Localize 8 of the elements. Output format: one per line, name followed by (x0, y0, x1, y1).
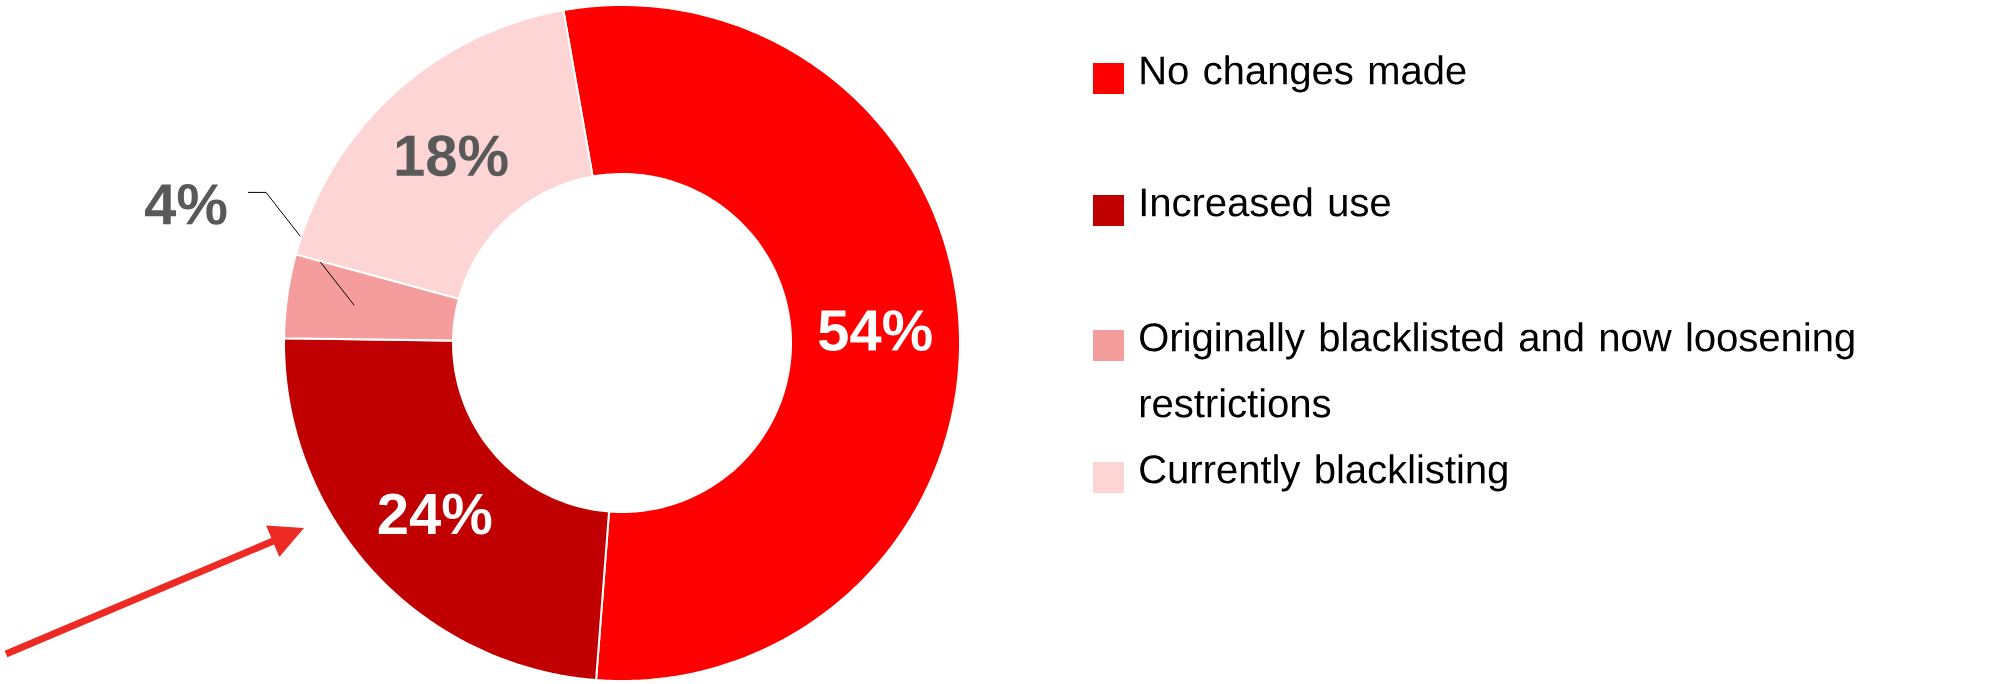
legend-label: No changes made (1141, 55, 1466, 93)
data-label: 4% (144, 184, 227, 225)
data-label: 54% (818, 310, 932, 352)
legend-label: Currently blacklisting (1140, 454, 1507, 492)
data-label: 18% (396, 135, 508, 177)
data-label: 24% (378, 493, 492, 535)
legend-label: Increased use (1141, 187, 1390, 217)
legend-label: Originally blacklisted and now loosening restrictions (1140, 322, 1854, 418)
